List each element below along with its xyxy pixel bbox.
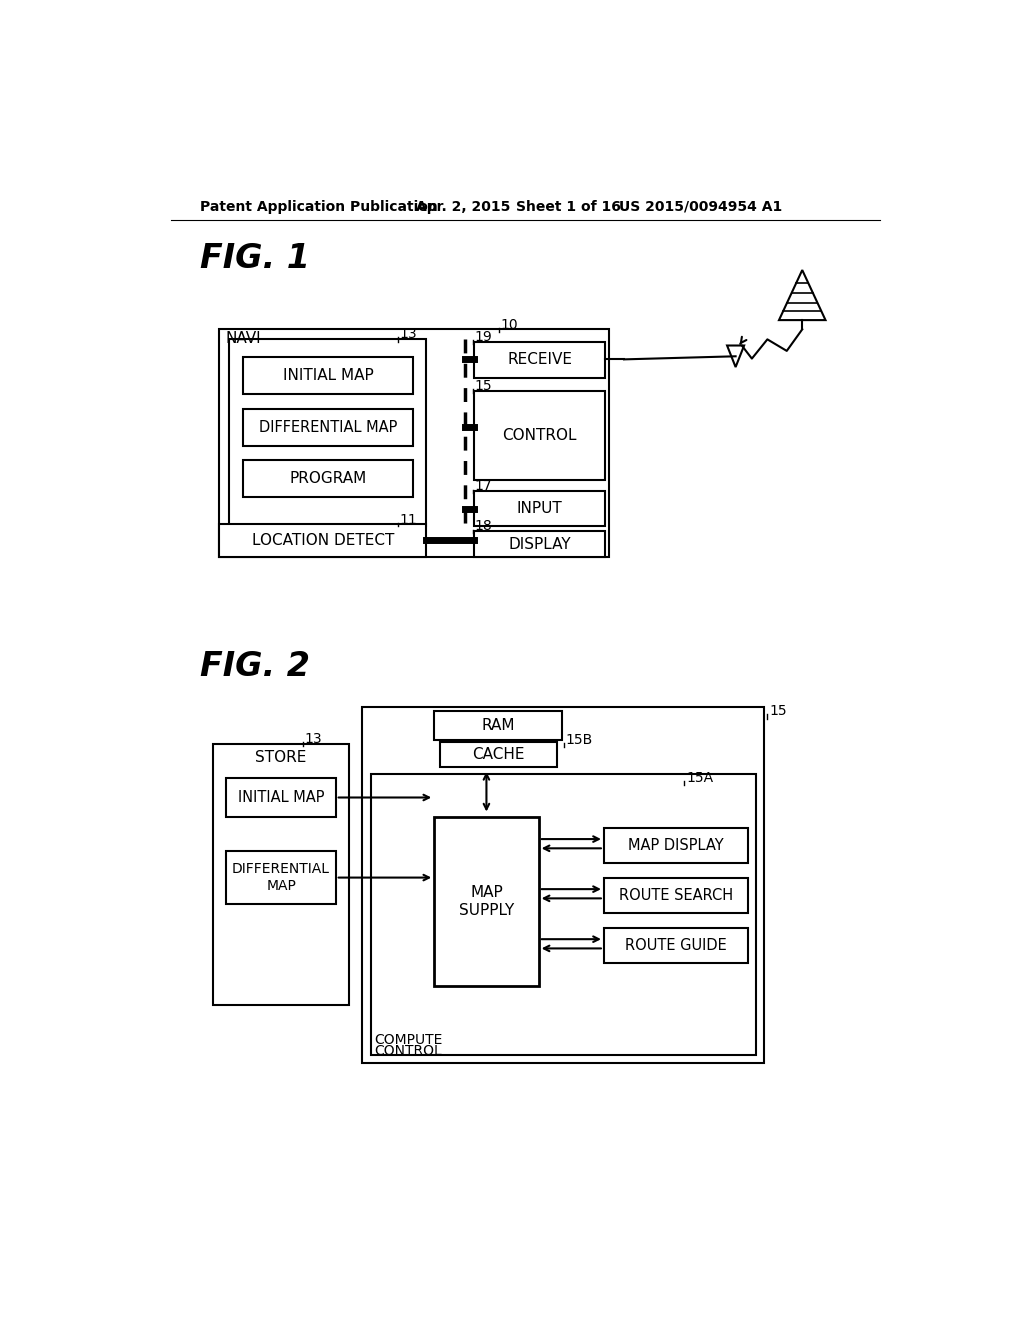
Bar: [228, 339, 426, 527]
Bar: [604, 829, 748, 863]
Text: MAP
SUPPLY: MAP SUPPLY: [459, 886, 514, 917]
Bar: [243, 409, 414, 446]
Bar: [226, 779, 336, 817]
Bar: [213, 743, 349, 1006]
Text: LOCATION DETECT: LOCATION DETECT: [252, 533, 394, 548]
Text: 13: 13: [399, 327, 417, 341]
Bar: [243, 358, 414, 395]
Bar: [371, 775, 756, 1056]
Text: 15: 15: [474, 379, 493, 393]
Text: 15B: 15B: [566, 733, 593, 747]
Text: STORE: STORE: [255, 750, 307, 766]
Text: 11: 11: [399, 513, 417, 527]
Text: 13: 13: [305, 733, 323, 746]
Text: DIFFERENTIAL
MAP: DIFFERENTIAL MAP: [232, 862, 330, 892]
Text: 15A: 15A: [686, 771, 713, 785]
Text: CONTROL: CONTROL: [375, 1044, 442, 1057]
Bar: [604, 878, 748, 913]
Bar: [474, 342, 604, 378]
Text: ROUTE GUIDE: ROUTE GUIDE: [625, 939, 727, 953]
Bar: [219, 524, 426, 557]
Bar: [604, 928, 748, 964]
Text: DISPLAY: DISPLAY: [508, 537, 570, 552]
Text: PROGRAM: PROGRAM: [290, 471, 367, 486]
Text: Sheet 1 of 16: Sheet 1 of 16: [515, 199, 621, 214]
Bar: [474, 491, 604, 527]
Text: Patent Application Publication: Patent Application Publication: [200, 199, 438, 214]
Text: MAP DISPLAY: MAP DISPLAY: [628, 838, 724, 853]
Text: COMPUTE: COMPUTE: [375, 1034, 442, 1047]
Text: 17: 17: [474, 479, 493, 494]
Text: INPUT: INPUT: [517, 502, 562, 516]
Bar: [219, 330, 608, 557]
Text: 15: 15: [770, 705, 787, 718]
Text: ROUTE SEARCH: ROUTE SEARCH: [618, 888, 733, 903]
Text: NAVI: NAVI: [225, 331, 261, 346]
Text: DIFFERENTIAL MAP: DIFFERENTIAL MAP: [259, 420, 397, 434]
Text: Apr. 2, 2015: Apr. 2, 2015: [417, 199, 511, 214]
Bar: [362, 706, 764, 1063]
Text: RAM: RAM: [481, 718, 515, 733]
Text: RECEIVE: RECEIVE: [507, 352, 572, 367]
Text: 18: 18: [474, 520, 493, 533]
Text: US 2015/0094954 A1: US 2015/0094954 A1: [618, 199, 782, 214]
Bar: [226, 851, 336, 904]
Text: CONTROL: CONTROL: [503, 428, 577, 444]
Bar: [439, 742, 557, 767]
Bar: [434, 817, 539, 986]
Text: INITIAL MAP: INITIAL MAP: [238, 789, 325, 805]
Bar: [474, 531, 604, 557]
Text: FIG. 1: FIG. 1: [200, 242, 310, 275]
Bar: [434, 711, 562, 739]
Text: INITIAL MAP: INITIAL MAP: [283, 368, 374, 383]
Bar: [474, 391, 604, 480]
Bar: [243, 461, 414, 498]
Text: 19: 19: [474, 330, 493, 345]
Text: 10: 10: [500, 318, 517, 331]
Text: CACHE: CACHE: [472, 747, 524, 762]
Text: FIG. 2: FIG. 2: [200, 651, 310, 684]
